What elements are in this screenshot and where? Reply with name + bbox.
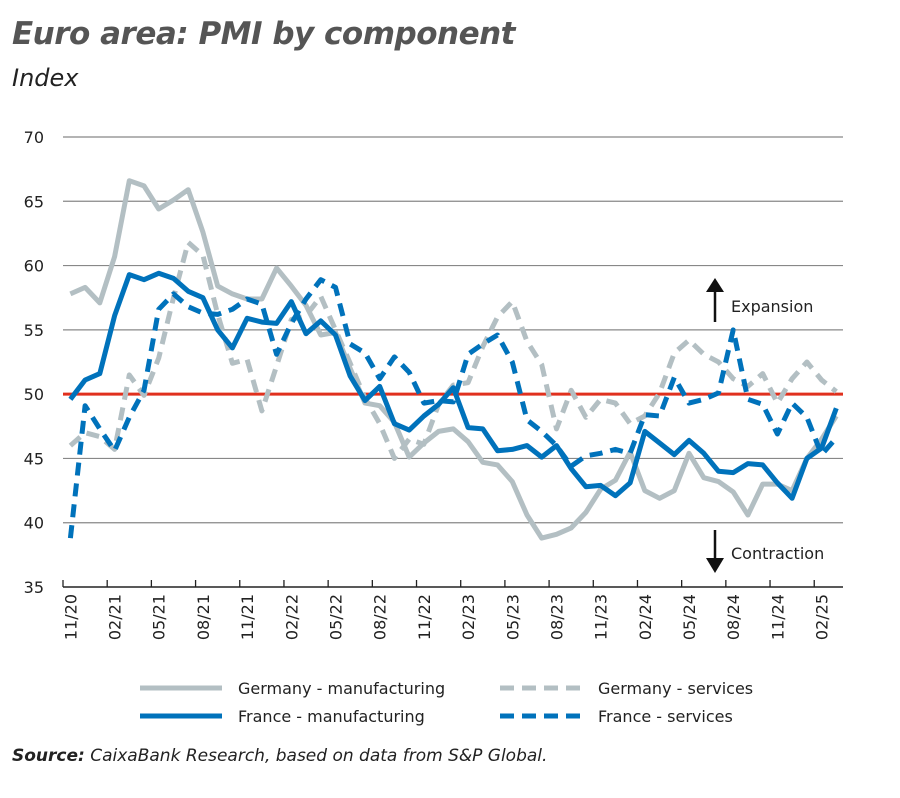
- x-tick-label: 05/21: [150, 594, 169, 640]
- y-tick-label: 65: [24, 192, 44, 211]
- contraction-arrowhead-icon: [706, 558, 724, 573]
- x-tick-label: 08/24: [724, 594, 743, 640]
- chart-title: Euro area: PMI by component: [12, 16, 516, 52]
- x-tick-label: 11/20: [61, 594, 80, 640]
- y-tick-label: 35: [24, 578, 44, 597]
- x-tick-label: 02/24: [636, 594, 655, 640]
- y-tick-label: 70: [24, 128, 44, 147]
- x-tick-label: 08/22: [371, 594, 390, 640]
- annotation-expansion: Expansion: [731, 297, 813, 316]
- source-note: Source: CaixaBank Research, based on dat…: [12, 746, 547, 766]
- source-label: Source:: [12, 746, 85, 766]
- annotation-contraction: Contraction: [731, 544, 824, 563]
- x-tick-label: 02/23: [459, 594, 478, 640]
- x-axis: 11/20 02/21 05/21 08/21 11/21 02/22 05/22 08/22…: [61, 580, 843, 640]
- x-tick-label: 02/25: [813, 594, 832, 640]
- legend-label: Germany - services: [598, 679, 753, 698]
- series-line-france-services: [67, 277, 839, 539]
- y-axis-ticks: 35 40 45 50 55 60 65 70: [24, 128, 44, 597]
- y-tick-label: 55: [24, 321, 44, 340]
- x-tick-label: 08/23: [547, 594, 566, 640]
- y-tick-label: 60: [24, 257, 44, 276]
- legend-label: Germany - manufacturing: [238, 679, 445, 698]
- y-tick-label: 50: [24, 385, 44, 404]
- chart-subtitle: Index: [12, 64, 79, 92]
- series-line-france-manufacturing: [68, 270, 839, 501]
- y-tick-label: 45: [24, 449, 44, 468]
- x-tick-label: 02/21: [106, 594, 125, 640]
- legend: Germany - manufacturing Germany - service…: [140, 679, 753, 726]
- x-tick-label: 05/22: [327, 594, 346, 640]
- legend-label: France - services: [598, 707, 733, 726]
- x-tick-label: 05/24: [680, 594, 699, 640]
- source-text: CaixaBank Research, based on data from S…: [84, 746, 548, 766]
- annotations: Expansion Contraction: [706, 278, 824, 573]
- x-tick-label: 11/22: [415, 594, 434, 640]
- x-tick-label: 11/24: [768, 594, 787, 640]
- series-line-germany-manufacturing: [69, 178, 839, 541]
- x-tick-label: 02/22: [282, 594, 301, 640]
- y-tick-label: 40: [24, 514, 44, 533]
- series-lines: [67, 178, 839, 541]
- x-tick-label: 05/23: [503, 594, 522, 640]
- x-tick-label: 11/23: [592, 594, 611, 640]
- expansion-arrowhead-icon: [706, 278, 724, 292]
- legend-label: France - manufacturing: [238, 707, 425, 726]
- x-tick-label: 11/21: [238, 594, 257, 640]
- x-tick-label: 08/21: [194, 594, 213, 640]
- series-line-germany-services: [68, 239, 838, 461]
